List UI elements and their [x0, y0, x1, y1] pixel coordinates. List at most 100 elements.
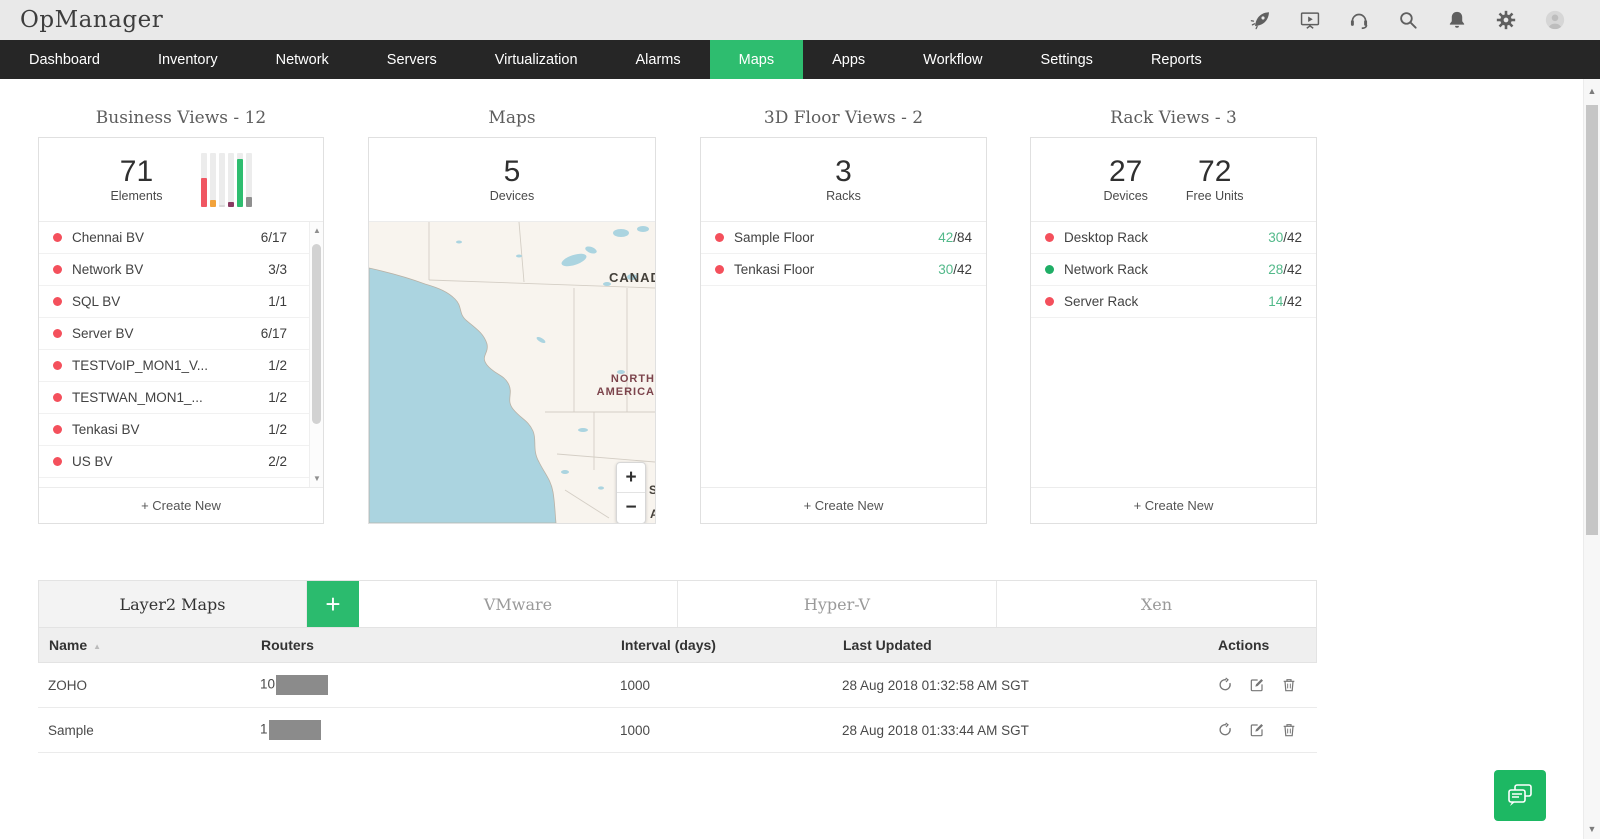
- rack-view-item[interactable]: Network Rack 28/42: [1031, 254, 1316, 286]
- nav-tab-apps[interactable]: Apps: [832, 51, 866, 68]
- business-view-item[interactable]: Network BV 3/3: [39, 254, 323, 286]
- status-dot: [715, 233, 724, 242]
- rack-view-count: 30/42: [1268, 230, 1302, 245]
- business-view-item[interactable]: Server BV 6/17: [39, 318, 323, 350]
- nav-tab-reports[interactable]: Reports: [1150, 51, 1202, 68]
- column-interval[interactable]: Interval (days): [621, 637, 716, 653]
- nav-tab-inventory[interactable]: Inventory: [157, 51, 218, 68]
- nav-tab-maps[interactable]: Maps: [709, 40, 804, 79]
- business-view-count: 1/2: [268, 358, 287, 373]
- bv-mini-chart: [200, 152, 252, 207]
- nav-tab-workflow[interactable]: Workflow: [923, 51, 983, 68]
- nav-tab-virtualization[interactable]: Virtualization: [494, 51, 578, 68]
- edit-icon[interactable]: [1249, 722, 1265, 738]
- sort-asc-icon: ▲: [93, 642, 102, 651]
- map-image: CANADA NORTH AMERICA S A: [369, 222, 655, 523]
- business-view-item[interactable]: SQL BV 1/1: [39, 286, 323, 318]
- business-view-name: Server BV: [72, 326, 134, 341]
- delete-icon[interactable]: [1281, 722, 1297, 738]
- business-view-name: Tenkasi BV: [72, 422, 140, 437]
- live-chat-button[interactable]: [1494, 770, 1546, 821]
- floor-view-count: 30/42: [938, 262, 972, 277]
- create-new-rack-view[interactable]: + Create New: [1031, 487, 1316, 523]
- map-label-america: AMERICA: [597, 386, 655, 398]
- rack-views-list: Desktop Rack 30/42 Network Rack 28/42 Se…: [1031, 222, 1316, 318]
- create-new-floor-view[interactable]: + Create New: [701, 487, 986, 523]
- rack-view-item[interactable]: Desktop Rack 30/42: [1031, 222, 1316, 254]
- scroll-thumb[interactable]: [312, 244, 321, 424]
- table-row[interactable]: Sample 1 1000 28 Aug 2018 01:33:44 AM SG…: [38, 708, 1317, 753]
- business-view-count: 6/17: [260, 230, 287, 245]
- rocket-icon[interactable]: [1250, 9, 1272, 31]
- rack-view-name: Network Rack: [1064, 262, 1149, 277]
- scroll-thumb[interactable]: [1586, 105, 1598, 535]
- refresh-icon[interactable]: [1217, 722, 1233, 738]
- floor-views-title: 3D Floor Views - 2: [763, 108, 924, 128]
- table-row[interactable]: ZOHO 10 1000 28 Aug 2018 01:32:58 AM SGT: [38, 663, 1317, 708]
- support-headset-icon[interactable]: [1348, 9, 1370, 31]
- status-dot: [715, 265, 724, 274]
- demo-video-icon[interactable]: [1299, 9, 1321, 31]
- delete-icon[interactable]: [1281, 677, 1297, 693]
- business-view-count: 1/2: [268, 390, 287, 405]
- nav-tab-alarms[interactable]: Alarms: [635, 51, 681, 68]
- business-view-item[interactable]: TESTVoIP_MON1_V... 1/2: [39, 350, 323, 382]
- devices-label: Devices: [489, 189, 535, 203]
- zoom-out-button[interactable]: −: [625, 497, 637, 518]
- floor-view-name: Tenkasi Floor: [734, 262, 815, 277]
- floor-view-item[interactable]: Tenkasi Floor 30/42: [701, 254, 986, 286]
- column-routers[interactable]: Routers: [261, 637, 314, 653]
- map-name[interactable]: ZOHO: [48, 677, 87, 693]
- business-views-title: Business Views - 12: [95, 108, 267, 128]
- nav-tab-dashboard[interactable]: Dashboard: [29, 51, 100, 68]
- scroll-up-icon[interactable]: ▲: [1587, 86, 1597, 96]
- rack-view-item[interactable]: Server Rack 14/42: [1031, 286, 1316, 318]
- rack-views-title: Rack Views - 3: [1110, 108, 1237, 128]
- page-scrollbar: ▲ ▼: [1583, 79, 1600, 839]
- scroll-down-icon[interactable]: ▼: [1587, 824, 1597, 834]
- scroll-down-icon[interactable]: ▼: [313, 474, 321, 483]
- column-name[interactable]: Name ▲: [49, 637, 102, 653]
- map-name[interactable]: Sample: [48, 722, 94, 738]
- tab-vmware[interactable]: VMware: [359, 581, 678, 627]
- rack-devices-label: Devices: [1103, 189, 1148, 203]
- nav-tab-network[interactable]: Network: [275, 51, 329, 68]
- edit-icon[interactable]: [1249, 677, 1265, 693]
- rack-view-name: Server Rack: [1064, 294, 1139, 309]
- create-new-business-view[interactable]: + Create New: [39, 487, 323, 523]
- zoom-in-button[interactable]: +: [617, 463, 645, 493]
- floor-views-panel: 3D Floor Views - 2 3 Racks Sample Floor …: [700, 105, 987, 524]
- top-header: OpManager: [0, 0, 1600, 40]
- nav-tab-servers[interactable]: Servers: [386, 51, 437, 68]
- search-icon[interactable]: [1397, 9, 1419, 31]
- business-view-name: SQL BV: [72, 294, 121, 309]
- status-dot: [1045, 233, 1054, 242]
- elements-label: Elements: [110, 189, 163, 203]
- business-view-item[interactable]: Chennai BV 6/17: [39, 222, 323, 254]
- floor-view-item[interactable]: Sample Floor 42/84: [701, 222, 986, 254]
- status-dot: [1045, 265, 1054, 274]
- scroll-up-icon[interactable]: ▲: [313, 226, 321, 235]
- add-map-button[interactable]: +: [307, 581, 359, 627]
- tab-xen[interactable]: Xen: [997, 581, 1316, 627]
- refresh-icon[interactable]: [1217, 677, 1233, 693]
- column-last-updated[interactable]: Last Updated: [843, 637, 932, 653]
- user-avatar[interactable]: [1544, 9, 1566, 31]
- business-view-count: 6/17: [260, 326, 287, 341]
- business-view-name: TESTVoIP_MON1_V...: [72, 358, 209, 373]
- business-view-name: US BV: [72, 454, 113, 469]
- tab-layer2-maps[interactable]: Layer2 Maps: [39, 581, 307, 627]
- nav-tab-settings[interactable]: Settings: [1040, 51, 1093, 68]
- map-canvas[interactable]: CANADA NORTH AMERICA S A + −: [369, 222, 655, 523]
- business-view-item[interactable]: TESTWAN_MON1_... 1/2: [39, 382, 323, 414]
- redacted-value: [268, 720, 321, 740]
- business-view-item[interactable]: Tenkasi BV 1/2: [39, 414, 323, 446]
- tab-hyper-v[interactable]: Hyper-V: [678, 581, 997, 627]
- map-label-clipped-1: S: [649, 483, 655, 497]
- business-view-item[interactable]: US BV 2/2: [39, 446, 323, 478]
- status-dot: [53, 329, 62, 338]
- floor-views-summary: 3 Racks: [701, 138, 986, 222]
- bell-icon[interactable]: [1446, 9, 1468, 31]
- maps-title: Maps: [488, 108, 536, 128]
- gear-icon[interactable]: [1495, 9, 1517, 31]
